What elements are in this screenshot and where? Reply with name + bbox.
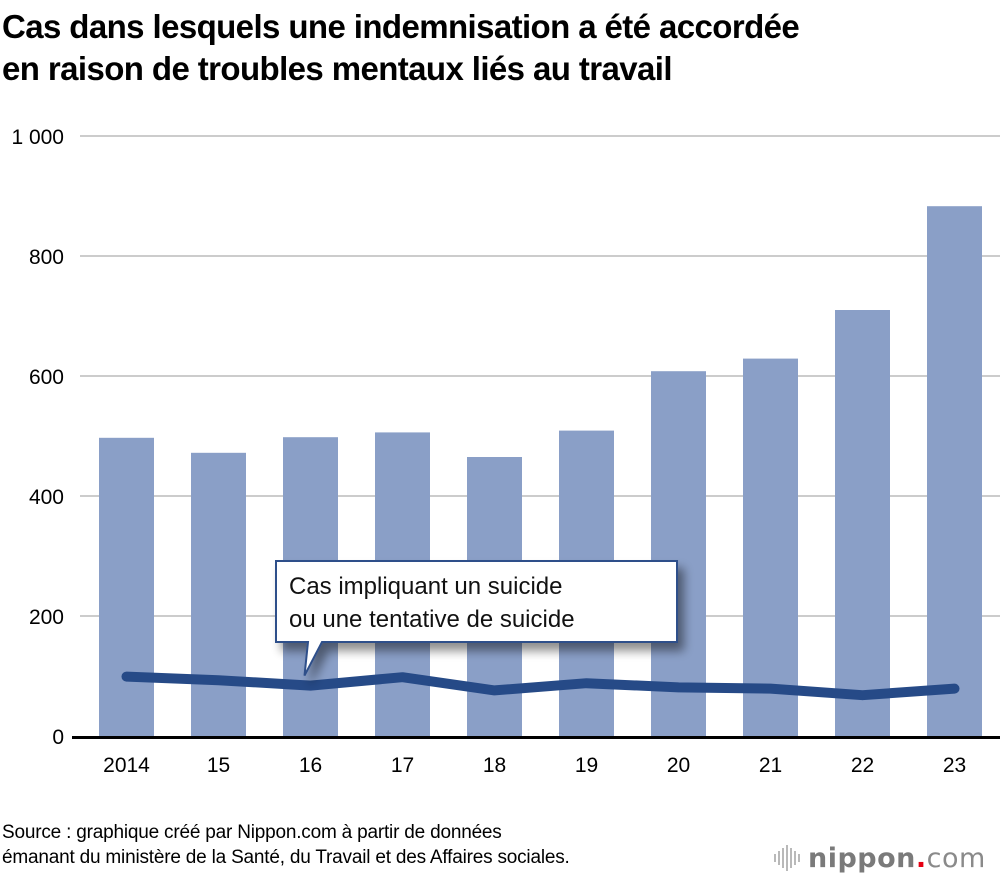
x-tick-label: 23 — [943, 754, 966, 777]
logo-name: nippon — [808, 842, 916, 874]
y-tick-label: 0 — [52, 726, 64, 749]
logo-wordmark: nippon.com — [808, 843, 986, 874]
chart-title-line-1: Cas dans lesquels une indemnisation a ét… — [2, 8, 800, 45]
x-tick-label: 18 — [483, 754, 506, 777]
y-tick-label: 200 — [29, 606, 64, 629]
callout-text-line-1: Cas impliquant un suicide — [289, 573, 562, 600]
x-tick-label: 2014 — [103, 754, 150, 777]
x-tick-label: 20 — [667, 754, 690, 777]
chart-title: Cas dans lesquels une indemnisation a ét… — [2, 6, 1000, 90]
logo-suffix: com — [926, 842, 986, 874]
callout-annotation: Cas impliquant un suicide ou une tentati… — [275, 560, 678, 677]
suicide-cases-line — [121, 671, 960, 701]
soundwave-icon — [774, 845, 800, 871]
y-tick-label: 1 000 — [11, 126, 64, 149]
source-line-2: émanant du ministère de la Santé, du Tra… — [2, 847, 570, 868]
line-series — [121, 671, 960, 701]
nippon-logo: nippon.com — [774, 838, 986, 878]
logo-dot: . — [915, 842, 927, 874]
y-axis-tick-labels: 0 200 400 600 800 1 000 — [11, 126, 64, 749]
bar-23 — [927, 206, 982, 736]
x-tick-label: 16 — [299, 754, 322, 777]
bar-22 — [835, 310, 890, 736]
bar-15 — [191, 452, 246, 736]
y-tick-label: 400 — [29, 486, 64, 509]
bar-series — [99, 206, 982, 736]
x-tick-label: 15 — [207, 754, 230, 777]
bar-20 — [651, 371, 706, 736]
y-tick-label: 600 — [29, 366, 64, 389]
callout-text-line-2: ou une tentative de suicide — [289, 606, 575, 633]
bar-2014 — [99, 437, 154, 736]
source-line-1: Source : graphique créé par Nippon.com à… — [2, 822, 502, 843]
x-tick-label: 22 — [851, 754, 874, 777]
source-note: Source : graphique créé par Nippon.com à… — [2, 820, 570, 870]
x-tick-label: 19 — [575, 754, 598, 777]
x-axis-tick-labels: 2014 15 16 17 18 19 20 21 22 23 — [103, 754, 966, 777]
y-tick-label: 800 — [29, 246, 64, 269]
chart-title-line-2: en raison de troubles mentaux liés au tr… — [2, 50, 673, 87]
callout-bubble — [275, 560, 678, 677]
x-tick-label: 17 — [391, 754, 414, 777]
x-tick-label: 21 — [759, 754, 782, 777]
bar-21 — [743, 358, 798, 736]
